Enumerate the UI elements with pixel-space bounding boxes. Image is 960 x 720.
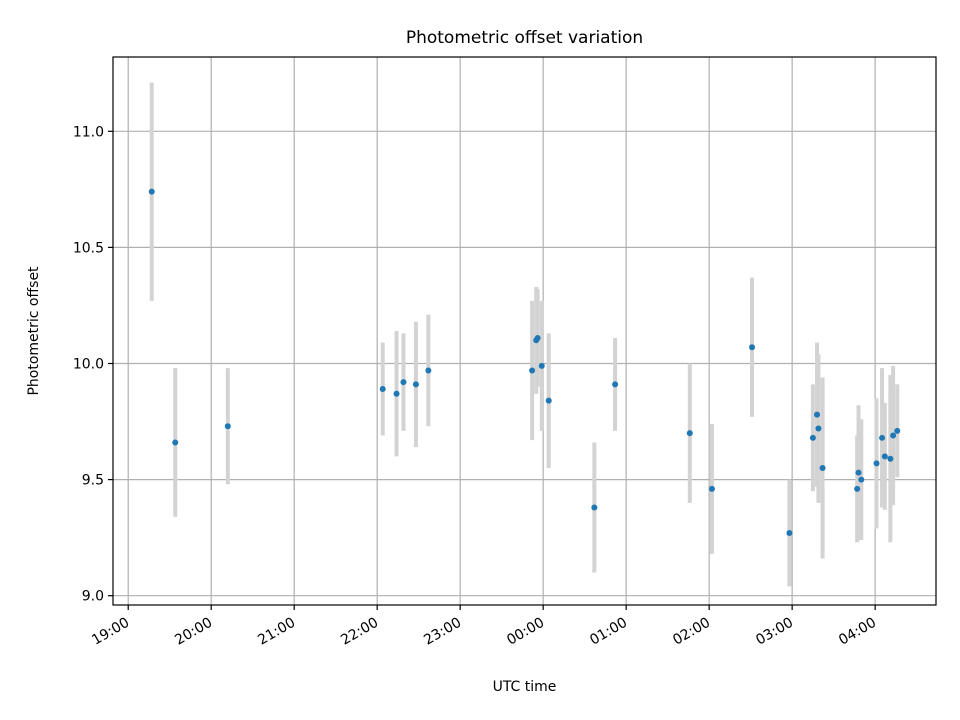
y-axis-ticks: 9.0 9.5 10.0 10.5 11.0	[73, 124, 113, 605]
data-point	[400, 379, 407, 386]
data-point	[591, 504, 598, 511]
data-point	[749, 344, 756, 351]
data-point	[786, 530, 793, 537]
plot-frame	[112, 56, 937, 606]
data-point	[148, 188, 155, 195]
data-point	[393, 390, 400, 397]
data-point	[873, 460, 880, 467]
data-point	[855, 469, 862, 476]
data-point	[879, 434, 886, 441]
data-point	[224, 423, 231, 430]
data-point	[412, 381, 419, 388]
y-tick-label: 9.0	[82, 589, 104, 605]
data-point	[814, 411, 821, 418]
data-point	[708, 485, 715, 492]
y-tick-label: 9.5	[82, 473, 104, 489]
y-tick-label: 10.0	[73, 357, 104, 373]
data-point	[545, 397, 552, 404]
data-point	[887, 455, 894, 462]
data-point	[854, 485, 861, 492]
data-points	[148, 188, 901, 537]
data-point	[534, 334, 541, 341]
y-tick-label: 11.0	[73, 124, 104, 140]
data-point	[858, 476, 865, 483]
data-point	[379, 386, 386, 393]
data-point	[538, 362, 545, 369]
data-point	[172, 439, 179, 446]
data-point	[529, 367, 536, 374]
data-point	[894, 427, 901, 434]
data-point	[612, 381, 619, 388]
data-point	[425, 367, 432, 374]
data-point	[881, 453, 888, 460]
data-point	[819, 465, 826, 471]
y-axis-label: Photometric offset	[26, 266, 42, 396]
x-axis-label: UTC time	[493, 679, 557, 695]
data-point	[815, 425, 822, 432]
data-point	[809, 434, 816, 441]
y-tick-label: 10.5	[73, 240, 104, 256]
chart-title: Photometric offset variation	[406, 28, 643, 48]
data-point	[686, 430, 693, 437]
data-point	[890, 432, 897, 439]
